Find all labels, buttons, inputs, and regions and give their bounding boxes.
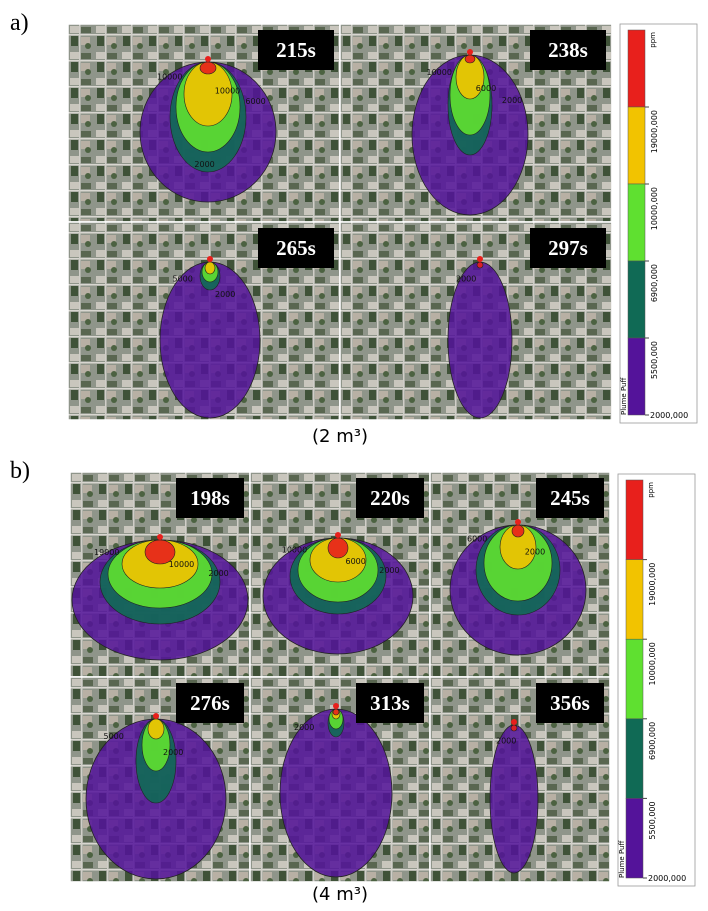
time-label: 276s <box>190 691 230 715</box>
contour-label: 6000 <box>346 557 366 566</box>
colorbar-band <box>628 30 645 107</box>
colorbar-band <box>628 261 645 338</box>
colorbar-tick-label: 5500,000 <box>648 801 657 839</box>
map-frame: 2000 313s <box>250 677 430 882</box>
plume-band <box>333 709 339 715</box>
time-label: 356s <box>550 691 590 715</box>
colorbar-name: Plume Puff <box>620 378 628 415</box>
colorbar-tick-label: 2000,000 <box>648 874 686 883</box>
source-point <box>207 256 213 262</box>
contour-label: 2000 <box>208 569 228 578</box>
source-point <box>467 49 473 55</box>
contour-label: 10000 <box>427 68 452 77</box>
contour-label: 2000 <box>163 748 183 757</box>
contour-label: 6000 <box>476 84 496 93</box>
contour-label: 2000 <box>294 723 314 732</box>
time-label: 198s <box>190 486 230 510</box>
colorbar-tick-label: 10000,000 <box>650 187 659 230</box>
source-point <box>153 713 159 719</box>
plume-band <box>511 725 517 731</box>
colorbar-tick-label: 10000,000 <box>648 642 657 685</box>
plume-band <box>205 262 215 274</box>
contour-label: 10000 <box>157 73 182 82</box>
colorbar-name: Plume Puff <box>618 841 626 878</box>
time-label: 220s <box>370 486 410 510</box>
map-frame: 10000 6000 2000 220s <box>250 472 430 677</box>
contour-label: 2000 <box>194 160 214 169</box>
colorbar-tick-label: 19000,000 <box>650 110 659 153</box>
map-frame: 5000 2000 265s <box>68 222 340 420</box>
source-point <box>335 532 341 538</box>
contour-label: 2000 <box>456 275 476 284</box>
plume-outer <box>448 262 512 418</box>
map-frame: 10000 6000 2000 238s <box>340 24 612 222</box>
map-frame: 2000 297s <box>340 222 612 420</box>
contour-label: 2000 <box>525 547 545 556</box>
colorbar-tick-label: 2000,000 <box>650 411 688 420</box>
map-frame: 19000 10000 2000 198s <box>70 472 250 677</box>
contour-label: 5000 <box>104 732 124 741</box>
colorbar-band <box>626 798 643 878</box>
colorbar-unit: ppm <box>649 32 657 48</box>
plume-band <box>477 262 483 268</box>
panel-label: b) <box>10 458 30 484</box>
plume-band <box>465 55 475 63</box>
contour-label: 2000 <box>502 96 522 105</box>
source-point <box>477 256 483 262</box>
contour-label: 2000 <box>379 566 399 575</box>
colorbar-tick-label: 6900,000 <box>650 264 659 302</box>
contour-label: 19000 <box>94 548 119 557</box>
time-label: 245s <box>550 486 590 510</box>
map-frame: 5000 2000 276s <box>70 677 250 882</box>
colorbar-band <box>628 107 645 184</box>
map-frame: 2000 356s <box>430 677 610 882</box>
time-label: 297s <box>548 236 588 260</box>
colorbar-band <box>628 338 645 415</box>
colorbar-band <box>626 480 643 560</box>
map-frame: 10000 10000 6000 2000 215s <box>68 24 340 222</box>
panel-caption: (4 m³) <box>312 884 368 905</box>
colorbar-band <box>628 184 645 261</box>
contour-label: 10000 <box>215 87 240 96</box>
colorbar-band <box>626 639 643 719</box>
source-point <box>157 534 163 540</box>
contour-label: 2000 <box>496 737 516 746</box>
figure: a) (2 m³) 10000 10000 6000 2000 215s 10000 6000 2… <box>0 0 708 911</box>
panel-label: a) <box>10 10 29 36</box>
source-point <box>205 56 211 62</box>
plume-band <box>328 538 348 558</box>
time-label: 265s <box>276 236 316 260</box>
plume-outer <box>490 725 538 873</box>
contour-label: 10000 <box>169 560 194 569</box>
colorbar-tick-label: 5500,000 <box>650 341 659 379</box>
contour-label: 6000 <box>245 97 265 106</box>
contour-label: 10000 <box>282 546 307 555</box>
source-point <box>515 519 521 525</box>
contour-label: 2000 <box>215 290 235 299</box>
colorbar-unit: ppm <box>647 482 655 498</box>
source-point <box>511 719 517 725</box>
plume-band <box>512 525 524 537</box>
plume-band <box>148 719 164 739</box>
time-label: 238s <box>548 38 588 62</box>
colorbar-band <box>626 560 643 640</box>
contour-label: 6000 <box>467 534 487 543</box>
panel-caption: (2 m³) <box>312 426 368 447</box>
colorbar-tick-label: 19000,000 <box>648 563 657 606</box>
contour-label: 5000 <box>173 275 193 284</box>
source-point <box>333 703 339 709</box>
colorbar-band <box>626 719 643 799</box>
colorbar-tick-label: 6900,000 <box>648 722 657 760</box>
map-frame: 6000 2000 245s <box>430 472 610 677</box>
time-label: 313s <box>370 691 410 715</box>
time-label: 215s <box>276 38 316 62</box>
plume-band <box>200 62 216 74</box>
